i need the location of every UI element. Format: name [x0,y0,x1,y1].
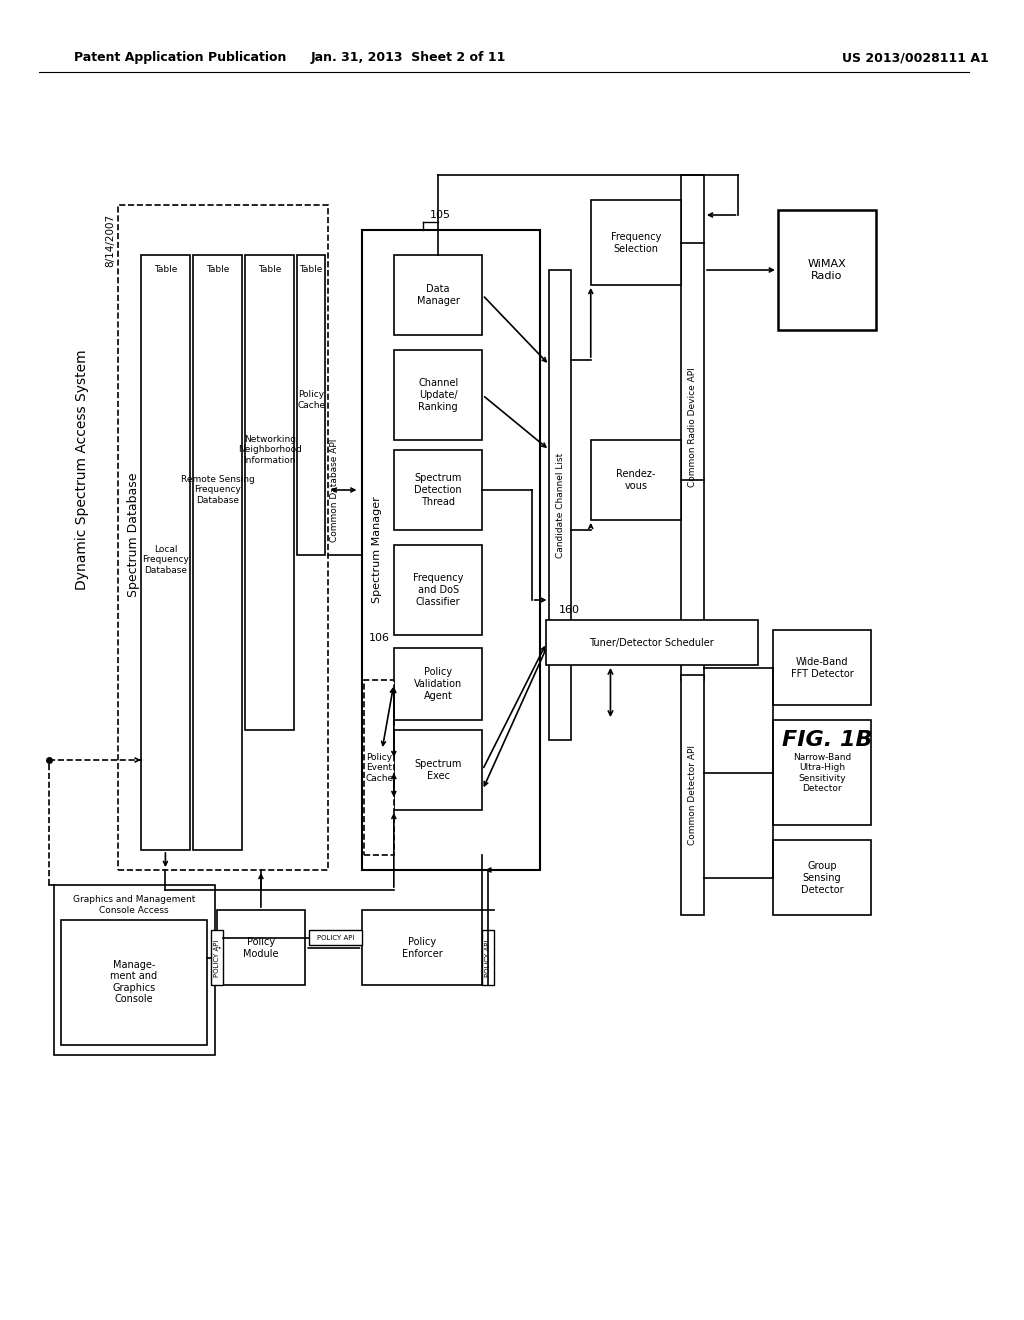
Text: Local
Frequency
Database: Local Frequency Database [142,545,188,576]
Bar [773,630,871,705]
Bar [365,680,394,855]
Text: Spectrum Manager: Spectrum Manager [372,496,382,603]
Text: Remote Sensing
Frequency
Database: Remote Sensing Frequency Database [180,475,255,504]
Text: Graphics and Management
Console Access: Graphics and Management Console Access [73,895,196,915]
Bar [211,931,222,985]
FancyArrowPatch shape [589,524,593,528]
Bar [140,255,190,850]
Text: Candidate Channel List: Candidate Channel List [556,453,564,557]
Text: Frequency
Selection: Frequency Selection [611,232,662,253]
Bar [482,931,495,985]
Bar [547,620,758,665]
FancyArrowPatch shape [589,289,593,358]
Text: POLICY API: POLICY API [317,935,354,941]
FancyArrowPatch shape [484,397,546,447]
Text: POLICY API: POLICY API [214,940,219,977]
FancyArrowPatch shape [484,297,546,362]
Text: Data
Manager: Data Manager [417,284,460,306]
Text: Networking
Neighborhood
Information: Networking Neighborhood Information [238,436,302,465]
FancyArrowPatch shape [135,758,140,762]
Text: 160: 160 [559,605,581,615]
Text: Table: Table [206,265,229,275]
Text: Policy
Cache: Policy Cache [297,391,326,409]
Bar [550,271,571,741]
Bar [394,255,482,335]
Text: WiMAX
Radio: WiMAX Radio [808,259,847,281]
Text: Spectrum
Exec: Spectrum Exec [415,759,462,781]
Text: Policy
Enforcer: Policy Enforcer [402,937,442,958]
Bar [681,675,703,915]
FancyArrowPatch shape [392,775,396,796]
FancyArrowPatch shape [382,689,394,746]
Text: Narrow-Band
Ultra-High
Sensitivity
Detector: Narrow-Band Ultra-High Sensitivity Detec… [793,752,851,793]
Text: Patent Application Publication: Patent Application Publication [74,51,287,65]
FancyArrowPatch shape [608,669,612,715]
Text: Tuner/Detector Scheduler: Tuner/Detector Scheduler [590,638,714,648]
Bar [54,884,215,1055]
Text: 106: 106 [370,634,390,643]
FancyArrowPatch shape [484,651,546,785]
Text: Frequency
and DoS
Classifier: Frequency and DoS Classifier [413,573,463,607]
Bar [394,648,482,719]
Text: Policy
Module: Policy Module [243,937,279,958]
Bar [193,255,243,850]
Bar [773,840,871,915]
Text: US 2013/0028111 A1: US 2013/0028111 A1 [842,51,988,65]
FancyArrowPatch shape [392,814,396,887]
Bar [309,931,362,945]
FancyArrowPatch shape [535,598,545,602]
Bar [394,350,482,440]
FancyArrowPatch shape [259,875,263,907]
Bar [773,719,871,825]
Text: POLICY API: POLICY API [485,940,492,977]
Text: Channel
Update/
Ranking: Channel Update/ Ranking [418,379,459,412]
Text: 105: 105 [430,210,452,220]
Bar [394,545,482,635]
Bar [591,201,681,285]
Text: Manage-
ment and
Graphics
Console: Manage- ment and Graphics Console [111,960,158,1005]
Text: 8/14/2007: 8/14/2007 [105,214,116,267]
FancyArrowPatch shape [483,647,545,767]
Text: Spectrum
Detection
Thread: Spectrum Detection Thread [415,474,462,507]
FancyArrowPatch shape [709,213,735,216]
Bar [394,730,482,810]
Bar [118,205,328,870]
FancyArrowPatch shape [392,689,396,755]
Text: Dynamic Spectrum Access System: Dynamic Spectrum Access System [75,350,89,590]
Text: Jan. 31, 2013  Sheet 2 of 11: Jan. 31, 2013 Sheet 2 of 11 [311,51,506,65]
Bar [61,920,207,1045]
Text: Common Database API: Common Database API [331,438,339,541]
Text: Wide-Band
FFT Detector: Wide-Band FFT Detector [791,657,854,678]
Text: Group
Sensing
Detector: Group Sensing Detector [801,862,844,895]
Text: FIG. 1B: FIG. 1B [781,730,872,750]
Text: Table: Table [258,265,282,275]
FancyArrowPatch shape [333,488,354,492]
FancyArrowPatch shape [707,268,773,272]
FancyArrowPatch shape [164,853,167,866]
Bar [297,255,325,554]
Text: Table: Table [154,265,177,275]
Bar [778,210,877,330]
Text: Common Detector API: Common Detector API [688,744,696,845]
Bar [681,176,703,680]
Bar [245,255,294,730]
Bar [217,909,305,985]
Text: Policy
Validation
Agent: Policy Validation Agent [414,668,462,701]
Bar [591,440,681,520]
Text: Policy
Event
Cache: Policy Event Cache [365,754,393,783]
Text: Rendez-
vous: Rendez- vous [616,469,655,491]
Text: Table: Table [299,265,323,275]
Bar [362,230,540,870]
Bar [394,450,482,531]
Text: Common Radio Device API: Common Radio Device API [688,367,696,487]
Text: Spectrum Database: Spectrum Database [127,473,140,597]
Bar [362,909,482,985]
FancyArrowPatch shape [485,869,490,873]
